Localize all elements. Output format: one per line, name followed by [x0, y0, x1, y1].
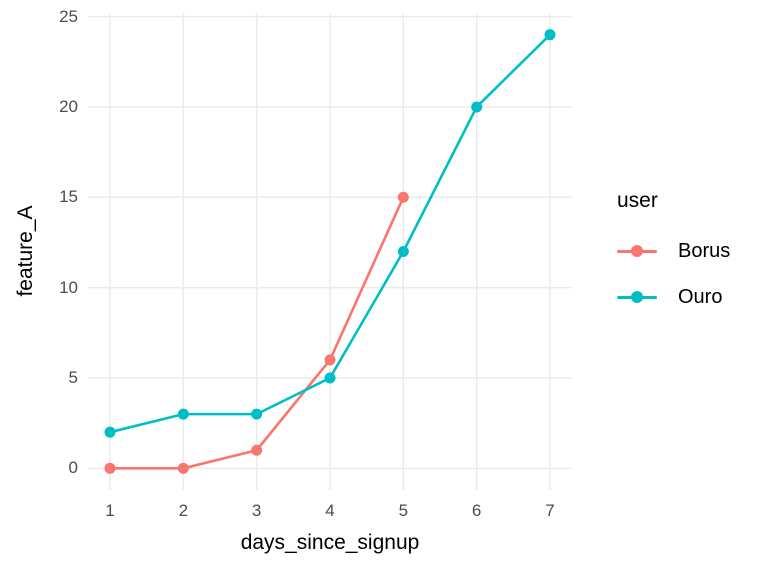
legend-label: Borus: [678, 240, 731, 262]
data-point-ouro-x3: [251, 408, 263, 420]
legend-entry-borus: Borus: [617, 239, 730, 263]
data-point-ouro-x5: [397, 246, 409, 257]
data-point-ouro-x6: [471, 101, 483, 113]
y-tick-label-0: 0: [68, 458, 78, 478]
legend-point-icon: [631, 245, 643, 257]
legend-title: user: [617, 189, 658, 212]
x-tick-label-2: 2: [178, 501, 189, 520]
data-point-ouro-x2: [177, 408, 189, 420]
y-tick-label-20: 20: [59, 96, 78, 116]
data-point-borus-x5: [397, 191, 409, 203]
series-layer: [104, 29, 556, 474]
x-axis-title: days_since_signup: [240, 531, 420, 554]
legend: user Borus Ouro: [617, 189, 767, 319]
data-point-borus-x3: [251, 444, 263, 456]
data-point-borus-x4: [324, 354, 336, 366]
y-axis-title: feature_A: [14, 205, 37, 297]
x-tick-label-6: 6: [471, 501, 482, 520]
y-tick-label-25: 25: [59, 6, 78, 26]
y-tick-label-15: 15: [59, 187, 78, 207]
legend-label: Ouro: [678, 286, 723, 308]
data-point-ouro-x4: [324, 372, 336, 384]
y-tick-label-10: 10: [59, 277, 78, 297]
legend-key-icon: [617, 244, 657, 258]
legend-point-icon: [631, 291, 643, 303]
x-tick-label-7: 7: [545, 501, 555, 520]
x-tick-label-4: 4: [325, 501, 335, 520]
y-tick-label-5: 5: [68, 367, 78, 387]
data-point-borus-x2: [177, 462, 189, 474]
data-point-ouro-x1: [104, 426, 116, 438]
x-tick-label-5: 5: [398, 501, 409, 520]
data-point-ouro-x7: [544, 29, 556, 41]
legend-key-icon: [617, 290, 657, 304]
x-tick-label-1: 1: [105, 501, 115, 520]
data-point-borus-x1: [104, 462, 116, 474]
legend-entry-ouro: Ouro: [617, 285, 722, 309]
x-tick-label-3: 3: [251, 501, 262, 520]
